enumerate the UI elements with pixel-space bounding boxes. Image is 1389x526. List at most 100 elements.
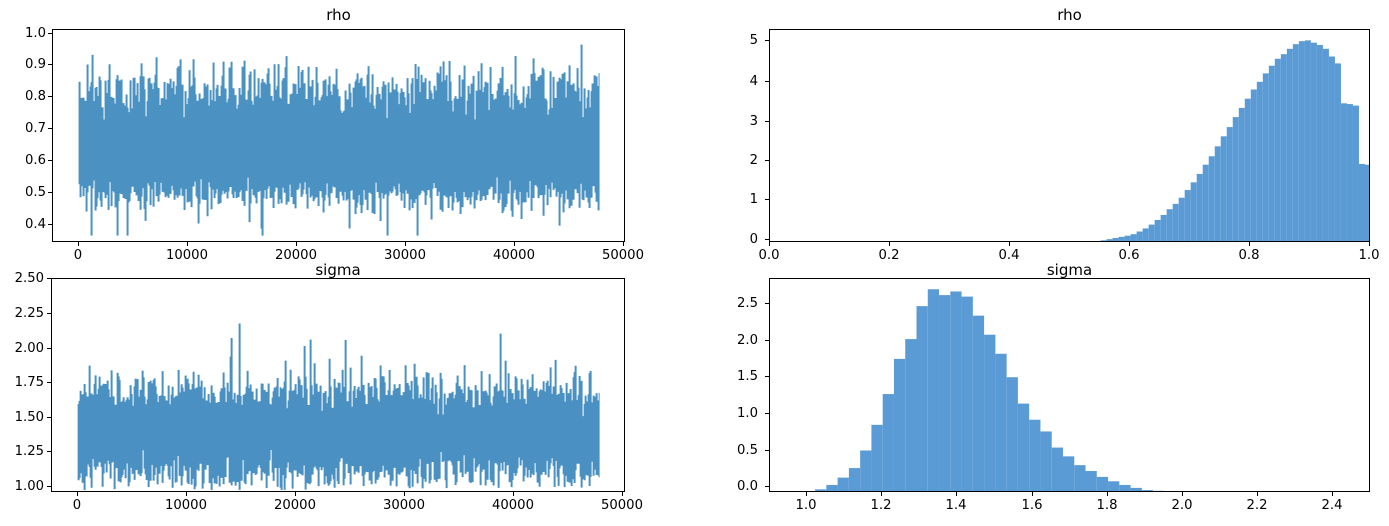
ytick-mark <box>765 199 769 201</box>
ytick-label: 0.4 <box>25 217 46 232</box>
ytick-mark <box>765 303 769 305</box>
xtick-mark <box>889 242 891 246</box>
xtick-label: 0.8 <box>1238 248 1260 263</box>
ytick-label: 1.25 <box>14 444 44 459</box>
ytick-label: 1.00 <box>14 479 44 494</box>
panel-sigma-trace: sigma 2.50 2.25 2.00 1.75 1.50 1.25 1.00… <box>0 261 694 526</box>
xtick-label: 2.0 <box>1171 498 1193 513</box>
xtick-mark <box>514 242 516 246</box>
ytick-label: 1.5 <box>737 369 758 384</box>
ytick-mark <box>48 128 52 130</box>
ytick-mark <box>47 486 51 488</box>
xtick-label: 0.4 <box>998 248 1020 263</box>
panel-sigma-hist: sigma 2.5 2.0 1.5 1.0 0.5 0.0 1.0 1.2 <box>694 261 1389 526</box>
ytick-mark <box>765 160 769 162</box>
xtick-label: 50000 <box>602 248 644 263</box>
ytick-label: 1 <box>749 192 758 207</box>
ytick-mark <box>47 417 51 419</box>
ytick-label: 2.5 <box>737 296 758 311</box>
ytick-mark <box>48 192 52 194</box>
xtick-label: 1.8 <box>1096 498 1118 513</box>
xtick-mark <box>186 492 188 496</box>
rho-trace-line <box>78 44 600 236</box>
ytick-mark <box>765 486 769 488</box>
xtick-label: 50000 <box>601 498 643 513</box>
ytick-label: 5 <box>749 33 758 48</box>
axes-rho-trace <box>52 29 625 242</box>
ytick-mark <box>48 96 52 98</box>
ytick-mark <box>47 451 51 453</box>
xtick-mark <box>1332 492 1334 496</box>
xtick-label: 10000 <box>166 248 208 263</box>
xtick-mark <box>187 242 189 246</box>
xtick-label: 1.6 <box>1021 498 1043 513</box>
xtick-mark <box>77 492 79 496</box>
ytick-label: 1.0 <box>25 26 46 41</box>
xtick-mark <box>806 492 808 496</box>
ytick-label: 2.0 <box>737 333 758 348</box>
sigma-trace-line <box>77 323 600 490</box>
xtick-label: 1.4 <box>945 498 967 513</box>
xtick-mark <box>622 492 624 496</box>
xtick-mark <box>1257 492 1259 496</box>
xtick-label: 40000 <box>492 498 534 513</box>
ytick-mark <box>765 450 769 452</box>
xtick-label: 40000 <box>493 248 535 263</box>
ytick-label: 1.0 <box>737 406 758 421</box>
sigma-hist-bars <box>815 289 1165 491</box>
axes-rho-hist <box>769 29 1370 242</box>
xtick-label: 2.2 <box>1246 498 1268 513</box>
xtick-mark <box>956 492 958 496</box>
xtick-label: 20000 <box>275 248 317 263</box>
ytick-label: 0.9 <box>25 57 46 72</box>
xtick-mark <box>1369 242 1371 246</box>
ytick-mark <box>47 313 51 315</box>
ytick-label: 2 <box>749 153 758 168</box>
axes-sigma-trace <box>51 278 625 492</box>
xtick-label: 0.2 <box>878 248 900 263</box>
ytick-mark <box>765 376 769 378</box>
xtick-mark <box>405 242 407 246</box>
xtick-label: 1.0 <box>795 498 817 513</box>
xtick-mark <box>1032 492 1034 496</box>
ytick-mark <box>765 340 769 342</box>
xtick-mark <box>295 492 297 496</box>
ytick-label: 0 <box>749 232 758 247</box>
ytick-mark <box>48 64 52 66</box>
panel-title-sigma-trace: sigma <box>315 261 361 279</box>
ytick-label: 3 <box>749 114 758 129</box>
ytick-label: 0.8 <box>25 89 46 104</box>
ytick-label: 2.50 <box>14 271 44 286</box>
xtick-mark <box>623 242 625 246</box>
ytick-mark <box>47 348 51 350</box>
ytick-mark <box>765 40 769 42</box>
xtick-label: 1.0 <box>1358 248 1380 263</box>
xtick-mark <box>769 242 771 246</box>
ytick-mark <box>48 33 52 35</box>
ytick-mark <box>765 121 769 123</box>
ytick-label: 0.7 <box>25 121 46 136</box>
ytick-label: 2.00 <box>14 341 44 356</box>
xtick-mark <box>1249 242 1251 246</box>
xtick-label: 0 <box>73 248 83 263</box>
xtick-label: 1.2 <box>870 498 892 513</box>
xtick-label: 30000 <box>383 498 425 513</box>
xtick-mark <box>1107 492 1109 496</box>
xtick-mark <box>1129 242 1131 246</box>
ytick-label: 0.5 <box>25 185 46 200</box>
ytick-mark <box>48 224 52 226</box>
ytick-label: 1.50 <box>14 410 44 425</box>
ytick-label: 0.0 <box>737 479 758 494</box>
ytick-label: 1.75 <box>14 375 44 390</box>
ytick-mark <box>765 413 769 415</box>
ytick-label: 0.6 <box>25 153 46 168</box>
xtick-mark <box>404 492 406 496</box>
xtick-label: 0.0 <box>758 248 780 263</box>
xtick-mark <box>513 492 515 496</box>
panel-title-rho-trace: rho <box>326 6 351 24</box>
xtick-label: 20000 <box>274 498 316 513</box>
ytick-mark <box>48 160 52 162</box>
ytick-label: 4 <box>749 74 758 89</box>
xtick-mark <box>296 242 298 246</box>
